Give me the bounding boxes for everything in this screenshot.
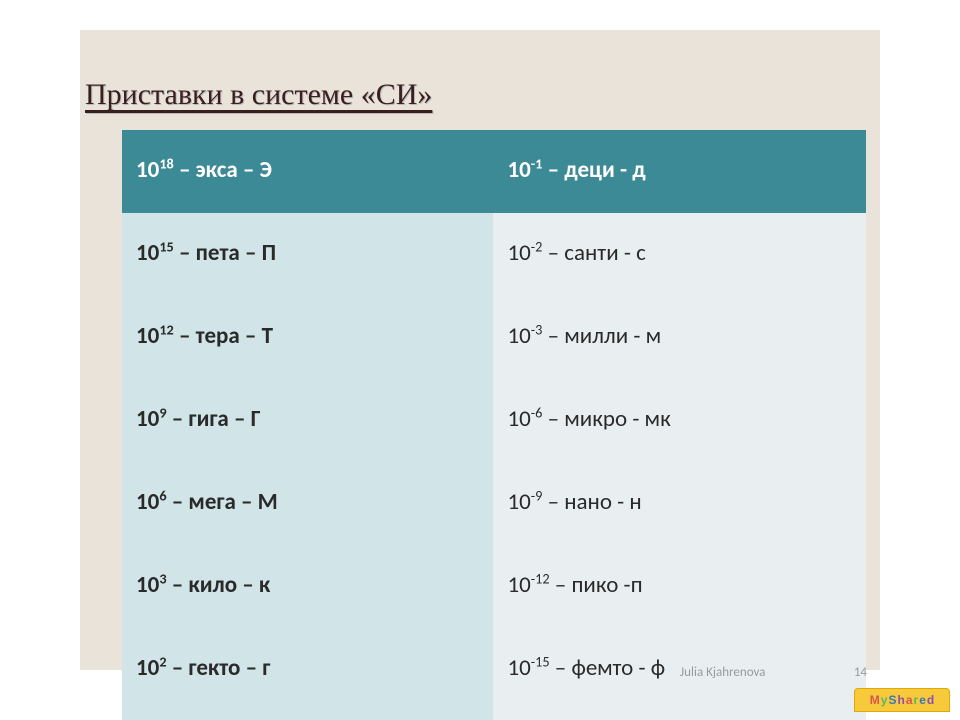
power-exp: -9 <box>531 486 543 504</box>
cell-right: 10-9 – нано - н <box>493 462 866 545</box>
prefix-label: – тера – Т <box>174 322 273 350</box>
power-exp: 12 <box>159 320 173 338</box>
power-base: 106 <box>136 488 167 516</box>
logo-letter: e <box>919 688 926 712</box>
power-base: 10-9 <box>507 488 542 516</box>
footer-page-number: 14 <box>854 665 867 680</box>
prefix-label: – пико -п <box>550 571 643 599</box>
power-exp: 6 <box>159 486 166 504</box>
logo-letter: d <box>927 688 934 712</box>
power-exp: 15 <box>159 237 173 255</box>
cell-left: 102 – гекто – г <box>122 628 493 711</box>
power-exp: 3 <box>159 569 166 587</box>
logo-letter: M <box>870 688 880 712</box>
prefix-label: – нано - н <box>542 488 641 516</box>
logo-letter: h <box>897 688 904 712</box>
power-base: 10-3 <box>507 322 542 350</box>
table-row: 106 – мега – М10-9 – нано - н <box>122 462 866 545</box>
power-base: 102 <box>136 654 167 682</box>
cell-left: 103 – кило – к <box>122 545 493 628</box>
slide: Приставки в системе «СИ» 1018 – экса – Э… <box>0 0 960 720</box>
power-exp: -12 <box>531 569 550 587</box>
prefix-label: – санти - с <box>542 239 645 267</box>
prefix-table: 1018 – экса – Э10-1 – деци - д1015 – пет… <box>122 130 866 720</box>
power-base: 1018 <box>136 156 174 184</box>
table-row: 109 – гига – Г10-6 – микро - мк <box>122 379 866 462</box>
power-base: 1012 <box>136 322 174 350</box>
power-base: 103 <box>136 571 167 599</box>
power-base: 10-2 <box>507 239 542 267</box>
cell-right: 10-1 – деци - д <box>493 130 866 213</box>
prefix-label: – пета – П <box>174 239 276 267</box>
logo-letter: a <box>906 688 913 712</box>
power-base: 1015 <box>136 239 174 267</box>
cell-right: 10-2 – санти - с <box>493 213 866 296</box>
prefix-label: – микро - мк <box>542 405 670 433</box>
cell-right: 10-12 – пико -п <box>493 545 866 628</box>
power-exp: 9 <box>159 403 166 421</box>
table-row: 103 – кило – к10-12 – пико -п <box>122 545 866 628</box>
prefix-label: – фемто - ф <box>550 654 665 682</box>
power-exp: -6 <box>531 403 543 421</box>
power-base: 10-15 <box>507 654 549 682</box>
prefix-label: – деци - д <box>542 156 645 184</box>
table-row: 1015 – пета – П10-2 – санти - с <box>122 213 866 296</box>
slide-title: Приставки в системе «СИ» <box>85 78 432 112</box>
logo-letter: y <box>881 688 888 712</box>
prefix-label: – гига – Г <box>167 405 261 433</box>
cell-right: 10-6 – микро - мк <box>493 379 866 462</box>
cell-left: 1012 – тера – Т <box>122 296 493 379</box>
cell-left: 109 – гига – Г <box>122 379 493 462</box>
power-exp: 2 <box>159 652 166 670</box>
table-row: 1012 – тера – Т10-3 – милли - м <box>122 296 866 379</box>
table-row: 101 – дека – да10-18 – атто – а <box>122 711 866 720</box>
logo-letter: S <box>888 688 896 712</box>
cell-left: 1018 – экса – Э <box>122 130 493 213</box>
cell-left: 1015 – пета – П <box>122 213 493 296</box>
power-exp: -15 <box>531 652 550 670</box>
power-base: 10-1 <box>507 156 542 184</box>
cell-right: 10-18 – атто – а <box>493 711 866 720</box>
power-exp: -1 <box>531 154 543 172</box>
prefix-label: – милли - м <box>542 322 661 350</box>
prefix-label: – гекто – г <box>167 654 271 682</box>
cell-left: 101 – дека – да <box>122 711 493 720</box>
cell-left: 106 – мега – М <box>122 462 493 545</box>
cell-right: 10-3 – милли - м <box>493 296 866 379</box>
myshared-logo: MyShared <box>854 688 950 712</box>
power-exp: -2 <box>531 237 543 255</box>
prefix-label: – мега – М <box>167 488 278 516</box>
power-base: 109 <box>136 405 167 433</box>
logo-letter: r <box>914 688 919 712</box>
prefix-label: – кило – к <box>167 571 271 599</box>
prefix-label: – экса – Э <box>174 156 272 184</box>
power-exp: 18 <box>159 154 173 172</box>
power-exp: -3 <box>531 320 543 338</box>
table-row: 1018 – экса – Э10-1 – деци - д <box>122 130 866 213</box>
footer-author: Julia Kjahrenova <box>680 665 765 680</box>
power-base: 10-12 <box>507 571 549 599</box>
power-base: 10-6 <box>507 405 542 433</box>
